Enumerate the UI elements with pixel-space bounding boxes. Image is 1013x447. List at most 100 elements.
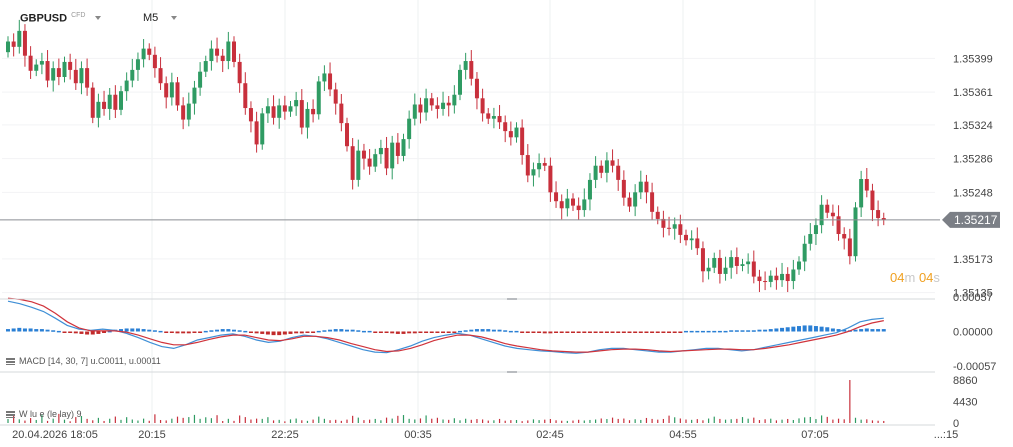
volume-bar: [476, 419, 478, 423]
candle-body: [441, 102, 446, 109]
macd-histogram-bar: [226, 329, 231, 332]
macd-histogram-bar: [571, 331, 575, 333]
time-axis-label: 04:55: [669, 429, 697, 441]
macd-histogram-bar: [265, 331, 270, 335]
macd-histogram-bar: [537, 331, 542, 333]
volume-bar: [595, 419, 597, 423]
candle-body: [311, 108, 316, 115]
macd-histogram-bar: [68, 331, 73, 333]
candle-body: [51, 68, 56, 81]
macd-histogram-bar: [616, 331, 621, 333]
volume-bar: [131, 419, 133, 423]
candle-body: [531, 169, 536, 176]
volume-bar: [199, 418, 201, 423]
macd-axis-label: -0.00057: [953, 361, 996, 373]
macd-histogram-bar: [209, 330, 214, 332]
macd-histogram-bar: [667, 331, 672, 333]
macd-indicator-label[interactable]: MACD [14, 30, 7] u.C0011, u.00011: [6, 356, 161, 366]
candle-body: [565, 198, 570, 209]
volume-bar: [815, 419, 817, 423]
macd-histogram-bar: [520, 331, 525, 333]
volume-bar: [668, 415, 670, 423]
symbol-selector[interactable]: GBPUSD CFD: [20, 12, 85, 25]
candle-body: [243, 83, 248, 109]
macd-histogram-bar: [45, 329, 50, 332]
volume-bar: [724, 419, 727, 423]
candle-body: [316, 81, 321, 115]
chevron-down-icon[interactable]: [171, 16, 177, 20]
volume-bar: [871, 420, 874, 423]
current-price-badge: [942, 211, 1000, 228]
macd-histogram-bar: [610, 331, 615, 333]
volume-bar: [357, 417, 359, 423]
macd-histogram-bar: [141, 329, 146, 332]
macd-histogram-bar: [706, 330, 711, 333]
countdown-minutes-unit: m: [904, 270, 916, 285]
candle-body: [554, 192, 559, 202]
macd-histogram-bar: [367, 330, 372, 333]
macd-histogram-bar: [463, 330, 468, 332]
timeframe-selector[interactable]: M5: [143, 12, 158, 24]
macd-histogram-bar: [576, 331, 581, 333]
candle-body: [45, 61, 50, 81]
candle-body: [514, 127, 519, 138]
macd-histogram-bar: [503, 330, 508, 332]
candle-body: [491, 116, 496, 119]
macd-histogram-bar: [361, 330, 366, 333]
candle-body: [859, 179, 864, 208]
volume-bar: [97, 417, 99, 423]
macd-histogram-bar: [497, 329, 502, 332]
candle-body: [819, 204, 824, 226]
macd-histogram-bar: [531, 331, 536, 333]
menu-icon[interactable]: [6, 411, 15, 419]
macd-histogram-bar: [299, 331, 304, 334]
candle-body: [763, 281, 768, 283]
volume-bar: [662, 418, 664, 423]
macd-histogram-bar: [424, 331, 429, 333]
macd-histogram-bar: [700, 330, 705, 333]
macd-histogram-bar: [181, 331, 186, 334]
macd-histogram-bar: [356, 330, 361, 332]
candle-body: [469, 61, 474, 79]
volume-bar: [696, 419, 698, 423]
candle-body: [644, 181, 649, 193]
candle-body: [768, 275, 773, 282]
macd-histogram-bar: [491, 329, 496, 332]
volume-bar: [747, 418, 749, 423]
volume-bar: [453, 418, 455, 423]
price-axis-label: 1.35286: [953, 154, 993, 166]
candle-body: [633, 192, 638, 207]
volume-bar: [583, 420, 585, 423]
volume-indicator-label[interactable]: W lu e (le lay) 9: [6, 409, 82, 419]
candle-body: [474, 78, 479, 99]
candle-body: [604, 160, 609, 173]
volume-bar: [544, 419, 546, 423]
chevron-down-icon[interactable]: [95, 16, 101, 20]
candle-body: [503, 122, 508, 132]
volume-bar: [205, 417, 207, 423]
candle-body: [780, 273, 785, 281]
macd-histogram-bar: [751, 330, 756, 332]
volume-bar: [391, 418, 393, 423]
macd-histogram-bar: [158, 330, 163, 333]
macd-histogram-bar: [322, 330, 327, 332]
volume-bar: [103, 420, 105, 423]
macd-histogram-bar: [452, 331, 457, 333]
candle-body: [68, 61, 73, 70]
volume-bar: [860, 419, 862, 423]
macd-histogram-bar: [808, 325, 813, 332]
volume-bar: [171, 418, 173, 423]
volume-layer: [7, 380, 885, 423]
time-axis-label: 20:15: [138, 429, 166, 441]
candle-body: [39, 61, 44, 65]
volume-bar: [465, 418, 467, 423]
time-axis-label: 02:45: [536, 429, 564, 441]
macd-histogram-bar: [232, 329, 236, 332]
menu-icon[interactable]: [6, 358, 15, 366]
candle-body: [864, 179, 869, 191]
candle-body: [706, 267, 711, 272]
macd-histogram-bar: [378, 331, 383, 333]
candle-body: [587, 179, 592, 200]
macd-histogram-bar: [288, 331, 293, 334]
